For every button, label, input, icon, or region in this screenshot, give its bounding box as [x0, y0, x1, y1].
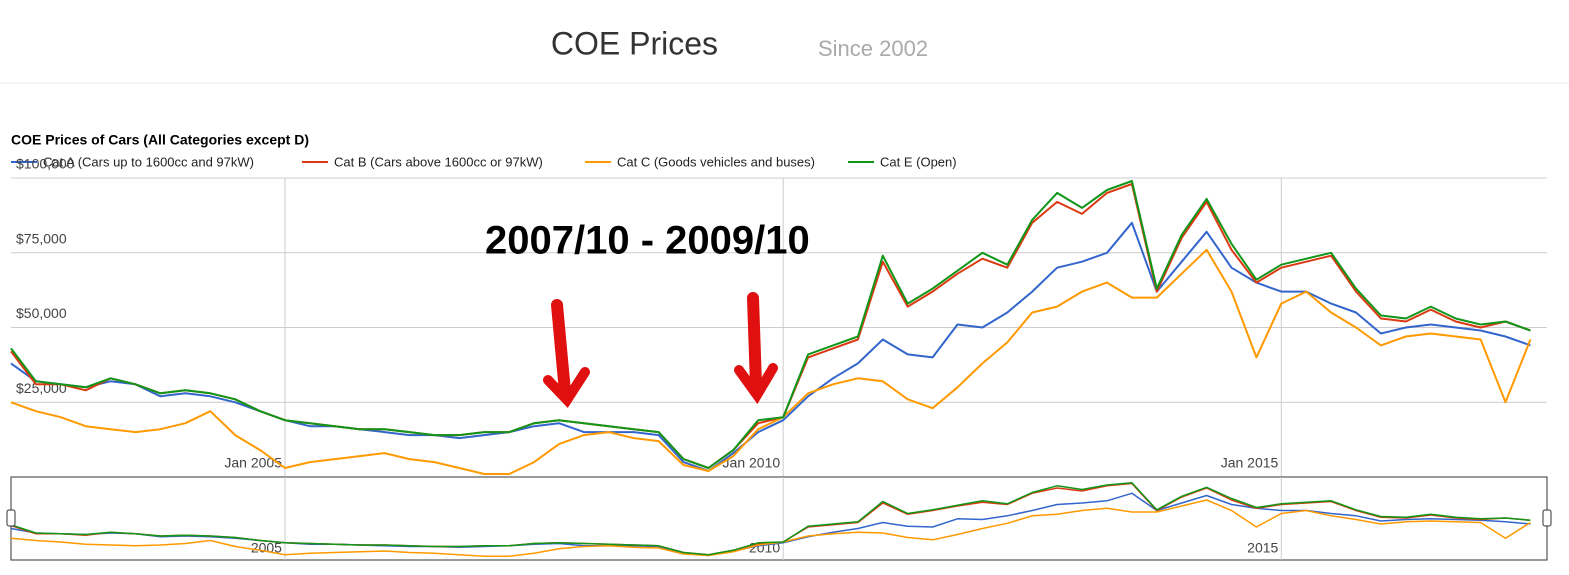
legend-label: Cat C (Goods vehicles and buses)	[617, 154, 815, 169]
navigator-tick-label: 2015	[1247, 540, 1278, 556]
y-tick-label: $50,000	[16, 305, 67, 321]
navigator: 2005 2010 2015	[10, 477, 1531, 560]
chart-title: COE Prices of Cars (All Categories excep…	[11, 132, 309, 148]
plot	[10, 180, 1532, 475]
page-title: COE Prices	[551, 25, 718, 61]
navigator-line	[10, 482, 1531, 556]
x-tick-label: Jan 2005	[224, 455, 282, 471]
series-line	[10, 180, 1531, 469]
legend: Cat A (Cars up to 1600cc and 97kW) Cat B …	[11, 154, 957, 169]
annotation: 2007/10 - 2009/10	[485, 219, 810, 263]
x-tick-label: Jan 2010	[723, 455, 781, 471]
legend-label: Cat A (Cars up to 1600cc and 97kW)	[43, 154, 254, 169]
y-tick-label: $75,000	[16, 230, 67, 246]
arrow	[551, 299, 571, 398]
page-subtitle: Since 2002	[818, 36, 928, 61]
navigator-handle[interactable]	[6, 509, 16, 527]
navigator-handle[interactable]	[1542, 509, 1552, 527]
series-line	[10, 248, 1532, 475]
arrow	[734, 363, 778, 405]
x-tick-label: Jan 2015	[1221, 455, 1279, 471]
navigator-tick-label: 2005	[251, 540, 282, 556]
y-tick-label: $100,000	[16, 156, 75, 172]
arrow	[543, 367, 590, 409]
arrow	[747, 292, 762, 391]
legend-label: Cat B (Cars above 1600cc or 97kW)	[334, 154, 543, 169]
legend-label: Cat E (Open)	[880, 154, 957, 169]
navigator-line	[10, 499, 1531, 558]
